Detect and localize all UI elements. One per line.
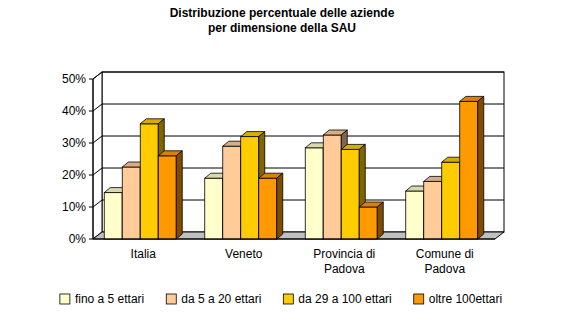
bar-front <box>460 101 478 239</box>
bar-front <box>241 137 259 239</box>
bar-front <box>442 162 460 239</box>
grid-line <box>93 104 504 111</box>
bar-front <box>158 156 176 239</box>
legend-label: da 29 a 100 ettari <box>298 292 391 306</box>
grid-line <box>93 72 504 79</box>
bar <box>158 151 182 239</box>
bar-front <box>359 207 377 239</box>
side-wall <box>93 72 102 239</box>
bar-side <box>176 151 182 239</box>
category-label: Veneto <box>225 247 263 261</box>
legend-swatch <box>166 294 176 304</box>
title: Distribuzione percentuale delle aziendep… <box>170 6 395 35</box>
category-line: Comune di <box>416 247 474 261</box>
category-label: Comune diPadova <box>416 247 474 276</box>
y-axis <box>93 79 94 239</box>
tick-mark <box>89 207 93 208</box>
tick-mark <box>89 111 93 112</box>
tick-label: 50% <box>62 72 86 86</box>
x-axis <box>93 239 495 240</box>
bar <box>460 96 484 239</box>
tick-label: 40% <box>62 104 86 118</box>
bar-front <box>341 149 359 239</box>
bar-front <box>140 124 158 239</box>
category-line: Provincia di <box>313 247 375 261</box>
tick-label: 20% <box>62 168 86 182</box>
tick-label: 0% <box>69 232 87 246</box>
bar-front <box>259 178 277 239</box>
tick-mark <box>89 143 93 144</box>
bar-front <box>424 181 442 239</box>
category-label: Provincia diPadova <box>313 247 375 276</box>
bar-front <box>323 135 341 239</box>
legend-label: oltre 100ettari <box>429 292 502 306</box>
chart: Distribuzione percentuale delle aziendep… <box>0 0 562 321</box>
bar-side <box>277 173 283 239</box>
tick-mark <box>89 79 93 80</box>
bar-front <box>122 167 140 239</box>
legend-swatch <box>60 294 70 304</box>
legend-label: da 5 a 20 ettari <box>181 292 261 306</box>
legend: fino a 5 ettari da 5 a 20 ettari da 29 a 1… <box>60 292 502 306</box>
bar-front <box>104 193 122 239</box>
category-label: Italia <box>131 247 157 261</box>
title-line: per dimensione della SAU <box>208 21 356 35</box>
tick-label: 30% <box>62 136 86 150</box>
tick-mark <box>89 239 93 240</box>
bar <box>259 173 283 239</box>
bar-front <box>406 191 424 239</box>
category-line: Padova <box>324 262 365 276</box>
background <box>0 0 562 321</box>
bar <box>359 202 383 239</box>
bars <box>104 96 484 239</box>
legend-swatch <box>414 294 424 304</box>
bar-side <box>377 202 383 239</box>
bar-front <box>205 178 223 239</box>
legend-label: fino a 5 ettari <box>75 292 144 306</box>
category-line: Padova <box>424 262 465 276</box>
bar-front <box>305 148 323 239</box>
bar-front <box>223 146 241 239</box>
category-line: Veneto <box>225 247 263 261</box>
title-line: Distribuzione percentuale delle aziende <box>170 6 395 20</box>
category-line: Italia <box>131 247 157 261</box>
legend-swatch <box>283 294 293 304</box>
tick-label: 10% <box>62 200 86 214</box>
tick-mark <box>89 175 93 176</box>
bar-side <box>478 96 484 239</box>
